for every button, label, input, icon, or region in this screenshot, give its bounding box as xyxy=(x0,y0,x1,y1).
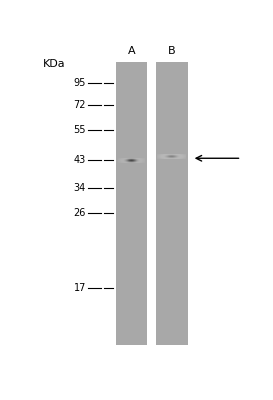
Text: KDa: KDa xyxy=(43,59,65,69)
Text: 43: 43 xyxy=(74,156,86,166)
Text: 72: 72 xyxy=(73,100,86,110)
Text: 34: 34 xyxy=(74,183,86,193)
Text: 55: 55 xyxy=(73,125,86,135)
Bar xyxy=(156,62,188,345)
Text: 26: 26 xyxy=(74,208,86,218)
Text: 17: 17 xyxy=(74,283,86,293)
Text: B: B xyxy=(167,46,175,56)
Text: A: A xyxy=(128,46,135,56)
Text: 95: 95 xyxy=(74,78,86,88)
Bar xyxy=(115,62,147,345)
